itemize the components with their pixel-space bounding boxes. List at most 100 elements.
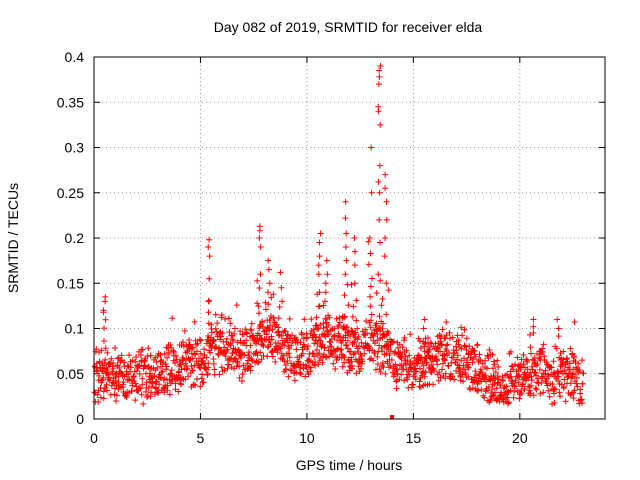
data-point xyxy=(278,284,285,291)
data-point xyxy=(449,373,456,380)
data-point xyxy=(161,375,168,382)
data-point xyxy=(223,335,230,342)
data-point xyxy=(320,320,327,327)
data-point xyxy=(216,371,223,378)
data-point xyxy=(311,353,318,360)
data-point xyxy=(328,350,335,357)
data-point xyxy=(206,253,213,260)
data-point xyxy=(464,363,471,370)
data-point xyxy=(390,338,397,345)
data-point xyxy=(350,351,357,358)
data-point xyxy=(258,356,265,363)
data-point xyxy=(135,363,142,370)
data-point xyxy=(514,373,521,380)
data-point xyxy=(207,349,214,356)
data-point xyxy=(536,366,543,373)
data-point xyxy=(94,391,101,398)
data-point xyxy=(434,361,441,368)
data-point xyxy=(231,365,238,372)
data-point xyxy=(351,339,358,346)
data-point xyxy=(145,384,152,391)
data-point xyxy=(100,338,107,345)
data-point xyxy=(391,371,398,378)
data-point xyxy=(437,348,444,355)
data-point xyxy=(182,376,189,383)
data-point xyxy=(218,364,225,371)
data-point xyxy=(548,364,555,371)
data-point xyxy=(342,198,349,205)
data-point xyxy=(320,302,327,309)
data-point xyxy=(144,353,151,360)
data-point xyxy=(272,358,279,365)
data-point xyxy=(326,331,333,338)
data-point xyxy=(528,377,535,384)
data-point xyxy=(213,344,220,351)
data-point xyxy=(143,394,150,401)
data-point xyxy=(376,162,383,169)
data-point xyxy=(102,316,109,323)
data-point xyxy=(376,73,383,80)
data-point xyxy=(428,361,435,368)
data-point xyxy=(424,359,431,366)
data-point xyxy=(216,345,223,352)
data-point xyxy=(350,303,357,310)
x-tick-label: 0 xyxy=(90,430,98,446)
data-point xyxy=(458,357,465,364)
data-point xyxy=(453,356,460,363)
data-point xyxy=(279,298,286,305)
data-point xyxy=(524,357,531,364)
data-point xyxy=(407,331,414,338)
data-point xyxy=(203,354,210,361)
data-point xyxy=(103,381,110,388)
data-point xyxy=(389,339,396,346)
data-point xyxy=(377,277,384,284)
data-point xyxy=(339,363,346,370)
data-point xyxy=(489,351,496,358)
data-point xyxy=(571,318,578,325)
data-point xyxy=(179,338,186,345)
y-tick-label: 0.05 xyxy=(57,366,84,382)
data-point xyxy=(256,235,263,241)
data-point xyxy=(566,360,573,367)
data-point xyxy=(356,343,363,350)
data-point xyxy=(567,345,574,352)
data-point xyxy=(398,371,405,378)
data-point xyxy=(194,340,201,347)
data-point xyxy=(539,348,546,355)
data-point xyxy=(367,250,374,257)
data-point xyxy=(197,350,204,357)
data-point xyxy=(168,344,175,351)
data-point xyxy=(154,364,161,371)
data-point xyxy=(314,325,321,332)
data-point xyxy=(514,354,521,361)
data-point xyxy=(322,289,329,296)
data-point xyxy=(280,352,287,359)
data-point xyxy=(164,354,171,361)
data-point xyxy=(421,316,428,323)
data-point xyxy=(368,189,375,196)
data-point xyxy=(511,388,518,395)
data-point xyxy=(491,380,498,387)
data-point xyxy=(374,331,381,338)
data-point xyxy=(315,361,322,368)
data-point xyxy=(325,312,332,319)
data-point xyxy=(520,351,527,358)
data-point xyxy=(284,358,291,365)
data-point xyxy=(157,352,164,359)
data-point xyxy=(568,390,575,397)
data-point xyxy=(383,350,390,357)
data-point xyxy=(409,381,416,388)
data-point xyxy=(422,335,429,342)
data-point xyxy=(510,366,517,373)
data-point xyxy=(143,379,150,386)
data-point xyxy=(345,302,352,309)
data-point xyxy=(402,353,409,360)
data-point xyxy=(308,316,315,323)
data-point xyxy=(466,343,473,350)
data-point xyxy=(157,374,164,381)
data-point xyxy=(380,364,387,371)
data-point xyxy=(102,345,109,352)
data-point xyxy=(313,346,320,353)
data-point xyxy=(460,362,467,369)
data-point xyxy=(139,346,146,353)
